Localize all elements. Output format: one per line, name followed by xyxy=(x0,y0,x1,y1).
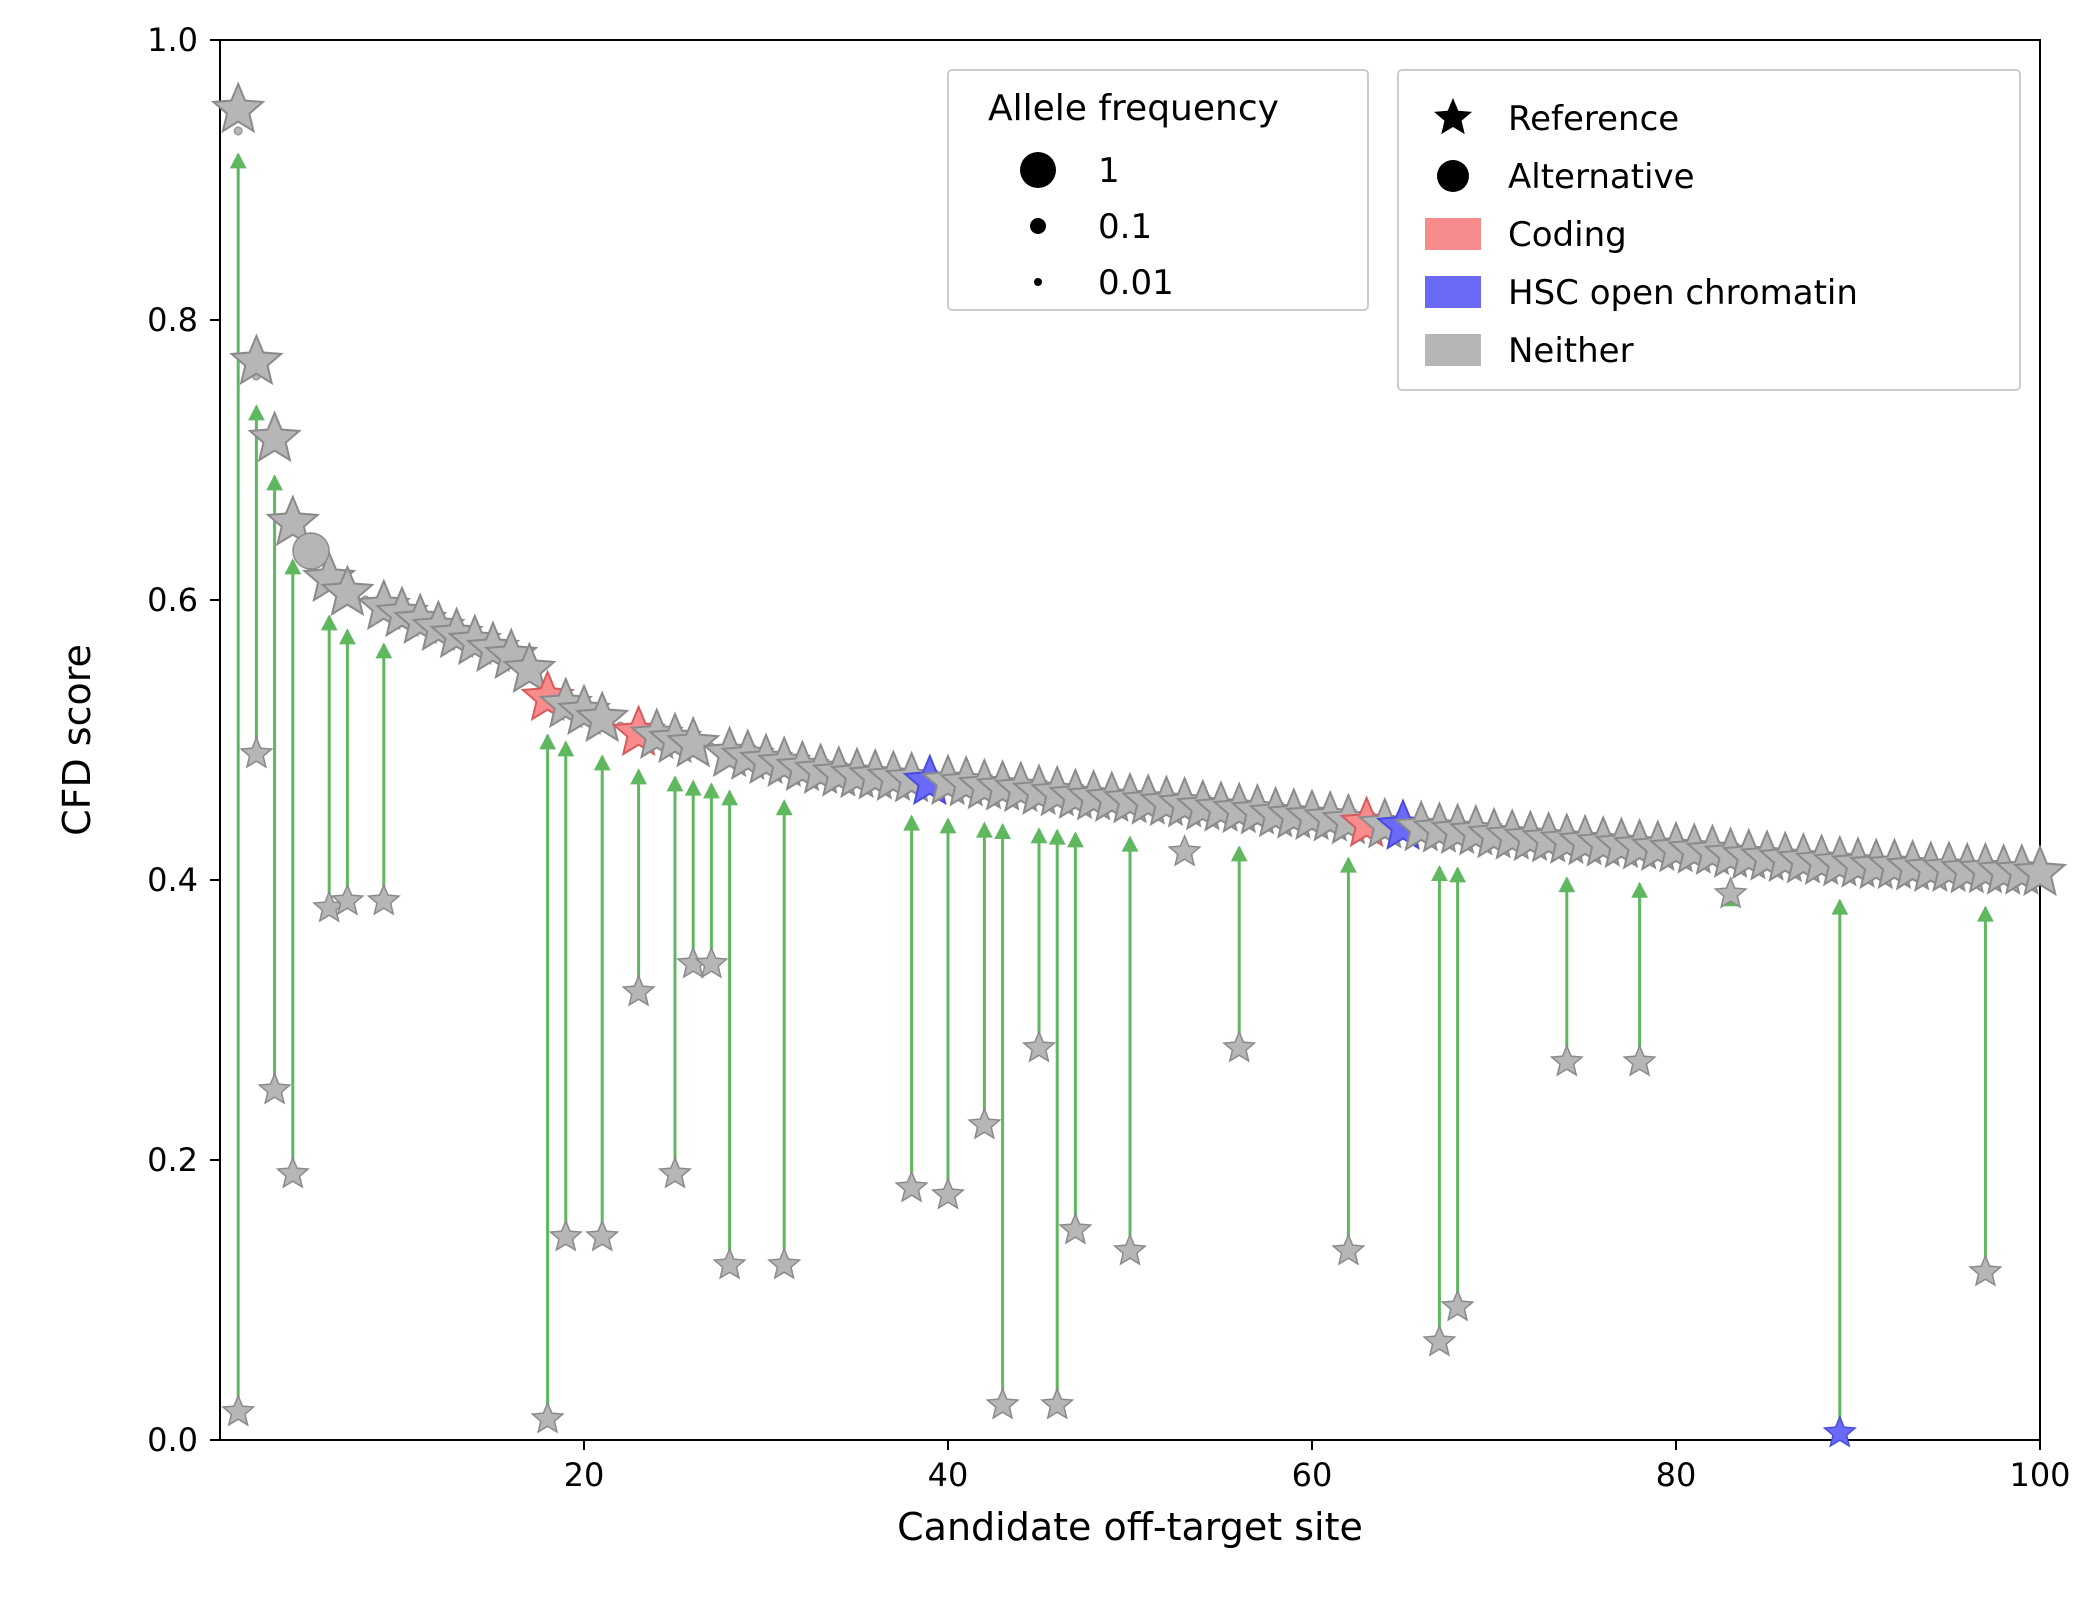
ref-star-low xyxy=(1333,1235,1363,1264)
legend-main-label: Neither xyxy=(1508,331,1634,371)
arrow-head xyxy=(1031,827,1048,843)
arrow-head xyxy=(1431,865,1448,881)
arrow-head xyxy=(721,789,738,805)
ytick-label: 0.6 xyxy=(147,581,198,619)
ytick-label: 0.0 xyxy=(147,1421,198,1459)
xtick-label: 80 xyxy=(1656,1456,1697,1494)
ref-star-low xyxy=(1624,1046,1654,1075)
legend-main-label: Alternative xyxy=(1508,157,1695,197)
ref-star-low xyxy=(369,885,399,914)
legend-freq-marker xyxy=(1020,152,1056,188)
legend-swatch-icon xyxy=(1425,276,1481,308)
chart-container: 20 40 60 80 100 0.0 0.2 0.4 0.6 0.8 1.0 Candidate o… xyxy=(0,0,2100,1600)
legend-main-label: Coding xyxy=(1508,215,1627,255)
arrow-head xyxy=(630,768,647,784)
ref-star-low xyxy=(660,1158,690,1187)
legend-circle-icon xyxy=(1437,160,1469,192)
ref-star-low xyxy=(769,1249,799,1278)
ref-star-low xyxy=(1424,1326,1454,1355)
ref-star-low xyxy=(714,1249,744,1278)
ref-star-low xyxy=(241,738,271,767)
arrow-head xyxy=(703,782,720,798)
legend-main-label: Reference xyxy=(1508,99,1679,139)
arrow-head xyxy=(1831,899,1848,915)
arrow-head xyxy=(557,740,574,756)
chart-svg: 20 40 60 80 100 0.0 0.2 0.4 0.6 0.8 1.0 Candidate o… xyxy=(0,0,2100,1600)
arrow-head xyxy=(266,474,283,490)
arrow-head xyxy=(539,733,556,749)
arrow-head xyxy=(1340,857,1357,873)
arrow-head xyxy=(1558,876,1575,892)
legend-freq-marker xyxy=(1030,218,1046,234)
ylabel: CFD score xyxy=(55,644,99,836)
ref-star-low xyxy=(259,1074,289,1103)
legend-freq-label: 0.1 xyxy=(1098,207,1152,247)
arrow-head xyxy=(248,404,265,420)
arrow-head xyxy=(1122,836,1139,852)
xtick-label: 60 xyxy=(1292,1456,1333,1494)
arrow-head xyxy=(1067,831,1084,847)
arrow-head xyxy=(776,799,793,815)
ref-star-low xyxy=(532,1403,562,1432)
ytick-label: 0.8 xyxy=(147,301,198,339)
xtick-label: 20 xyxy=(564,1456,605,1494)
ref-star-low xyxy=(551,1221,581,1250)
xtick-label: 100 xyxy=(2009,1456,2070,1494)
legend-freq-label: 1 xyxy=(1098,151,1120,191)
arrow-head xyxy=(594,754,611,770)
ref-star-low xyxy=(623,976,653,1005)
legend-freq-label: 0.01 xyxy=(1098,263,1174,303)
legend-freq-title: Allele frequency xyxy=(988,88,1279,129)
xlabel: Candidate off-target site xyxy=(897,1505,1363,1549)
arrow-head xyxy=(321,614,338,630)
ref-star-low xyxy=(1024,1032,1054,1061)
ref-star-low xyxy=(1825,1417,1855,1446)
ref-star-low xyxy=(1224,1032,1254,1061)
arrow-head xyxy=(940,817,957,833)
legend-freq-marker xyxy=(1034,278,1042,286)
arrow-head xyxy=(1449,866,1466,882)
alt-dot-big xyxy=(293,533,329,569)
ref-star-low xyxy=(1552,1046,1582,1075)
arrow-head xyxy=(685,780,702,796)
legend-main-box xyxy=(1398,70,2020,390)
ref-star-low xyxy=(1169,836,1199,865)
ref-star-low xyxy=(969,1109,999,1138)
alt-dot xyxy=(234,127,242,135)
arrow-head xyxy=(1231,845,1248,861)
ref-star-low xyxy=(1970,1256,2000,1285)
ytick-label: 0.4 xyxy=(147,861,198,899)
arrow-head xyxy=(667,775,684,791)
xtick-label: 40 xyxy=(928,1456,969,1494)
ref-star-low xyxy=(1442,1291,1472,1320)
ref-star-low xyxy=(987,1389,1017,1418)
arrow-head xyxy=(1631,882,1648,898)
legend-main-label: HSC open chromatin xyxy=(1508,273,1858,313)
ref-star-low xyxy=(587,1221,617,1250)
ref-star-low xyxy=(278,1158,308,1187)
arrow-head xyxy=(994,823,1011,839)
arrow-head xyxy=(230,152,247,168)
arrow-head xyxy=(1049,829,1066,845)
arrow-head xyxy=(1977,906,1994,922)
ref-star-low xyxy=(1042,1389,1072,1418)
ytick-label: 1.0 xyxy=(147,21,198,59)
ytick-label: 0.2 xyxy=(147,1141,198,1179)
ref-star-low xyxy=(223,1396,253,1425)
arrow-head xyxy=(339,628,356,644)
ref-star-low xyxy=(933,1179,963,1208)
arrow-head xyxy=(903,815,920,831)
arrow-head xyxy=(375,642,392,658)
ref-star-low xyxy=(1060,1214,1090,1243)
ref-star-low xyxy=(1115,1235,1145,1264)
legend-swatch-icon xyxy=(1425,218,1481,250)
ref-star-low xyxy=(896,1172,926,1201)
legend-swatch-icon xyxy=(1425,334,1481,366)
arrow-head xyxy=(976,822,993,838)
